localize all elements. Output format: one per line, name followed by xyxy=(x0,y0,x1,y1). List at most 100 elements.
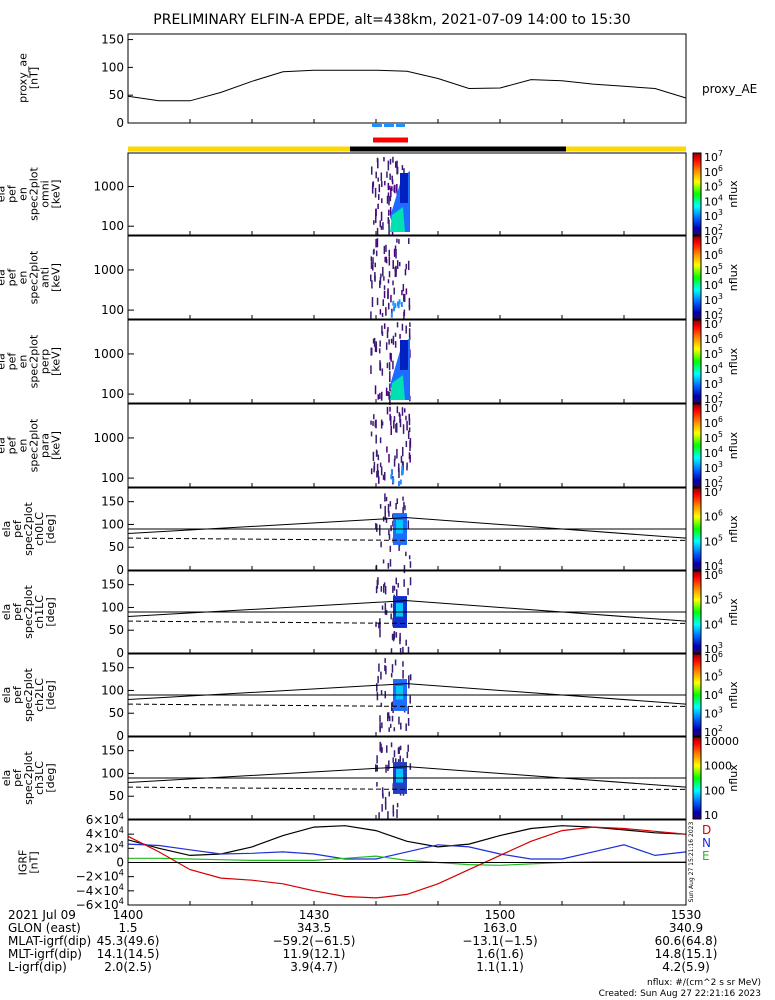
panel-ch1LC-speckle xyxy=(375,586,378,594)
panel-ch2LC-cbtick: 106 xyxy=(704,650,723,665)
panel-anti-speckle xyxy=(380,273,382,279)
panel-omni-speckle xyxy=(384,180,386,186)
panel-ch1LC-speckle xyxy=(402,646,404,653)
panel-ch1LC-cbtick: 106 xyxy=(704,567,723,582)
panel-anti-speckle xyxy=(408,305,411,311)
panel-omni-speckle xyxy=(387,160,390,171)
panel-perp-cbtick: 104 xyxy=(704,361,723,376)
panel-para-speckle xyxy=(374,422,377,428)
panel-anti-speckle xyxy=(374,272,376,281)
panel-perp-speckle xyxy=(374,385,377,395)
panel-ch0LC-speckle xyxy=(385,496,388,502)
xaxis-value-3-0: 1530 xyxy=(670,908,702,922)
panel-omni-speckle xyxy=(391,228,394,237)
panel-anti-speckle xyxy=(404,269,407,276)
panel-omni-speckle xyxy=(377,158,379,169)
panel-anti-flux-low xyxy=(390,312,393,318)
panel-omni-speckle xyxy=(389,185,391,190)
panel-ch1LC-speckle xyxy=(385,609,388,616)
panel-para-speckle xyxy=(372,451,375,461)
panel-anti-speckle xyxy=(394,245,397,250)
panel-ch3LC-speckle xyxy=(384,802,387,810)
panel-perp-speckle xyxy=(389,352,392,360)
panel-para-flux-low xyxy=(397,481,400,487)
panel-perp-speckle xyxy=(379,360,381,371)
panel-anti-speckle xyxy=(396,260,399,269)
panel-omni-cbtick: 107 xyxy=(704,149,723,164)
panel-para-ylabel-1: pef xyxy=(6,436,19,455)
panel-ch2LC-speckle xyxy=(389,723,392,728)
xaxis-value-2-1: 163.0 xyxy=(482,921,518,935)
panel-para-speckle xyxy=(386,446,388,453)
panel-ch2LC-speckle xyxy=(387,712,389,722)
panel-anti-speckle xyxy=(407,260,410,271)
panel-ch1LC-speckle xyxy=(399,647,402,655)
panel-anti-speckle xyxy=(407,238,410,245)
panel-ch2LC-cbtick: 105 xyxy=(704,669,723,684)
panel-omni-flux-deep xyxy=(400,173,408,203)
xaxis-value-1-4: 3.9(4.7) xyxy=(290,960,338,974)
panel-ch2LC-speckle xyxy=(381,722,383,729)
panel-ch0LC-colorbar xyxy=(692,487,702,571)
panel-omni-ylabel-3: spec2plot xyxy=(28,167,41,221)
panel-ch1LC-speckle xyxy=(384,608,387,615)
panel-perp-cbtick: 103 xyxy=(704,376,723,391)
panel-perp-speckle xyxy=(385,387,388,396)
footer-units: nflux: #/(cm^2 s sr MeV) xyxy=(647,978,761,988)
igrf-legend-E: E xyxy=(702,849,710,863)
panel-para-speckle xyxy=(395,423,397,433)
panel-ch2LC-speckle xyxy=(378,663,380,672)
panel-ch0LC-ylabel-1: pef xyxy=(11,519,24,538)
panel-ch2LC-speckle xyxy=(388,727,390,732)
panel-anti-speckle xyxy=(398,239,400,244)
panel-ch2LC-speckle xyxy=(402,661,404,667)
panel-ch1LC-speckle xyxy=(409,577,412,586)
panel-anti-speckle xyxy=(393,287,395,295)
panel-ch3LC-antilosscone xyxy=(127,786,686,790)
xaxis-value-2-3: 1.6(1.6) xyxy=(476,947,524,961)
panel-anti-speckle xyxy=(370,261,373,269)
panel-ch3LC-ylabel-3: ch3LC xyxy=(33,761,46,795)
panel-perp-speckle xyxy=(380,394,383,401)
panel-perp-speckle xyxy=(387,327,389,332)
panel-ch0LC-cblabel: nflux xyxy=(727,515,740,543)
panel-ch2LC-speckle xyxy=(376,684,378,692)
panel-anti-speckle xyxy=(376,297,379,306)
panel-omni-speckle xyxy=(386,171,388,178)
panel-omni-speckle xyxy=(380,172,383,181)
panel-ch3LC-ylabel-2: spec2plot xyxy=(22,751,35,805)
igrf-legend-N: N xyxy=(702,836,711,850)
panel-ch0LC-cbtick: 106 xyxy=(704,509,723,524)
row-label-glon: GLON (east) xyxy=(8,921,81,935)
panel-anti-speckle xyxy=(403,311,405,321)
panel-anti-ylabel-2: en xyxy=(17,271,30,285)
panel-anti-speckle xyxy=(379,309,382,315)
panel-perp-frame xyxy=(127,319,687,404)
panel-ch1LC-ylabel-1: pef xyxy=(11,602,24,621)
panel-ch2LC-speckle xyxy=(405,723,407,731)
panel-ch3LC-speckle xyxy=(380,743,382,750)
panel-ch0LC-ytick-label: 150 xyxy=(101,495,124,509)
panel-perp-speckle xyxy=(409,322,411,327)
panel-ch0LC-cbtick: 104 xyxy=(704,558,723,573)
panel-ch3LC-speckle xyxy=(388,760,390,770)
panel-ch0LC-speckle xyxy=(380,541,382,548)
panel-ch1LC-speckle xyxy=(392,585,394,593)
igrf-line-E xyxy=(128,855,686,866)
panel-ch0LC-ylabel-2: spec2plot xyxy=(22,502,35,556)
panel-ch2LC-speckle xyxy=(390,673,393,678)
panel-para-speckle xyxy=(379,462,382,468)
panel-ch3LC-speckle xyxy=(388,791,390,797)
panel-ch2LC-speckle xyxy=(385,665,387,675)
panel-para-speckle xyxy=(389,413,391,421)
proxy-ae-ylabel-0: proxy_ae xyxy=(17,53,30,103)
panel-para-flux-low xyxy=(390,469,393,475)
panel-para-cbtick: 103 xyxy=(704,460,723,475)
panel-ch0LC-antilosscone xyxy=(127,537,686,541)
panel-anti-ylabel-0: ela xyxy=(0,269,8,286)
panel-para-speckle xyxy=(397,463,400,471)
panel-ch3LC-speckle xyxy=(392,811,395,817)
panel-ch3LC-ylabel-4: [deg] xyxy=(44,763,57,792)
xaxis-value-1-2: −59.2(−61.5) xyxy=(272,934,356,948)
proxy-ae-ytick-label: 100 xyxy=(101,60,124,74)
